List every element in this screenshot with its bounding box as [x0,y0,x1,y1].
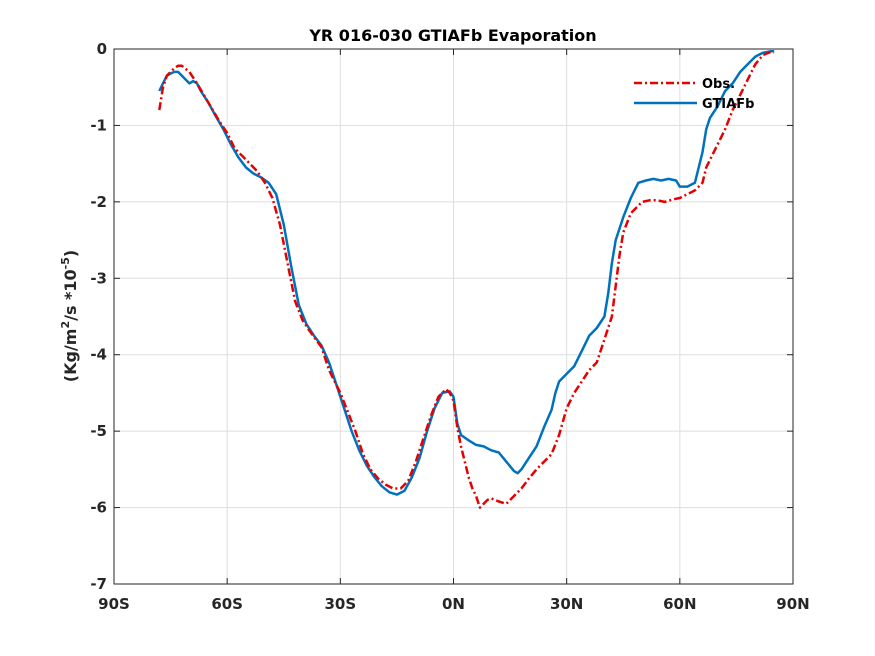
series-line-gtiafb [158,50,775,496]
ticks [113,48,794,585]
x-tick-label: 90S [98,595,130,613]
chart-title: YR 016-030 GTIAFb Evaporation [308,26,596,45]
y-tick-label: -4 [90,346,107,364]
y-axis-label-part3: ) [61,250,80,257]
legend: Obs. GTIAFb [634,77,754,112]
y-axis-label-sup2: -5 [59,257,72,269]
y-axis-label-part1: (Kg/m [61,329,80,383]
series-layer [158,50,775,509]
legend-label-gtiafb: GTIAFb [702,97,754,112]
y-tick-label: -3 [90,269,107,287]
y-tick-label: 0 [97,40,107,58]
x-tick-label: 30N [550,595,583,613]
legend-label-obs: Obs. [702,77,735,92]
y-tick-label: -1 [90,116,107,134]
y-tick-label: -6 [90,499,107,517]
y-tick-label: -7 [90,575,107,593]
y-tick-label: -2 [90,193,107,211]
y-axis-label-part2: /s *10 [61,269,80,321]
x-tick-label: 30S [324,595,356,613]
x-tick-label: 90N [776,595,809,613]
x-tick-label: 60N [663,595,696,613]
tick-labels: 90S 60S 30S 0N 30N 60N 90N 0 -1 -2 -3 -4 -5 -6 -7 [90,40,809,613]
x-tick-label: 0N [442,595,465,613]
y-axis-label-sup1: 2 [59,321,72,329]
series-line-obs [158,50,775,509]
y-axis-label: (Kg/m2/s *10-5) [59,250,80,382]
y-tick-label: -5 [90,422,107,440]
x-tick-label: 60S [211,595,243,613]
